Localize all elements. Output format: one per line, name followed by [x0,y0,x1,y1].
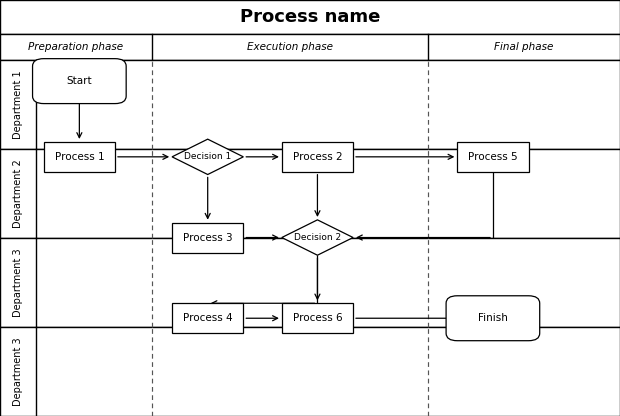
Polygon shape [281,220,353,255]
Bar [0,34,620,60]
FancyBboxPatch shape [33,59,126,104]
Text: Execution phase: Execution phase [247,42,333,52]
Text: Process 2: Process 2 [293,152,342,162]
Text: Decision 2: Decision 2 [294,233,341,242]
Bar [281,142,353,172]
Text: Process name: Process name [240,8,380,26]
Bar [0,327,620,416]
Bar [172,223,243,253]
Bar [0,149,620,238]
Text: Preparation phase: Preparation phase [29,42,123,52]
Bar [0,0,620,34]
Text: Start: Start [66,76,92,86]
Text: Decision 1: Decision 1 [184,152,231,161]
Bar [0,238,620,327]
Bar [172,303,243,333]
Text: Department 3: Department 3 [13,248,23,317]
Text: Finish: Finish [478,313,508,323]
Text: Process 3: Process 3 [183,233,232,243]
Text: Department 3: Department 3 [13,337,23,406]
Text: Process 5: Process 5 [468,152,518,162]
Polygon shape [172,139,243,175]
Bar [458,142,528,172]
Bar [281,303,353,333]
Text: Department 1: Department 1 [13,70,23,139]
Text: Process 1: Process 1 [55,152,104,162]
Bar [0,60,620,149]
Text: Process 4: Process 4 [183,313,232,323]
Text: Final phase: Final phase [494,42,554,52]
Bar [43,142,115,172]
Text: Process 6: Process 6 [293,313,342,323]
FancyBboxPatch shape [446,296,539,341]
Text: Department 2: Department 2 [13,159,23,228]
